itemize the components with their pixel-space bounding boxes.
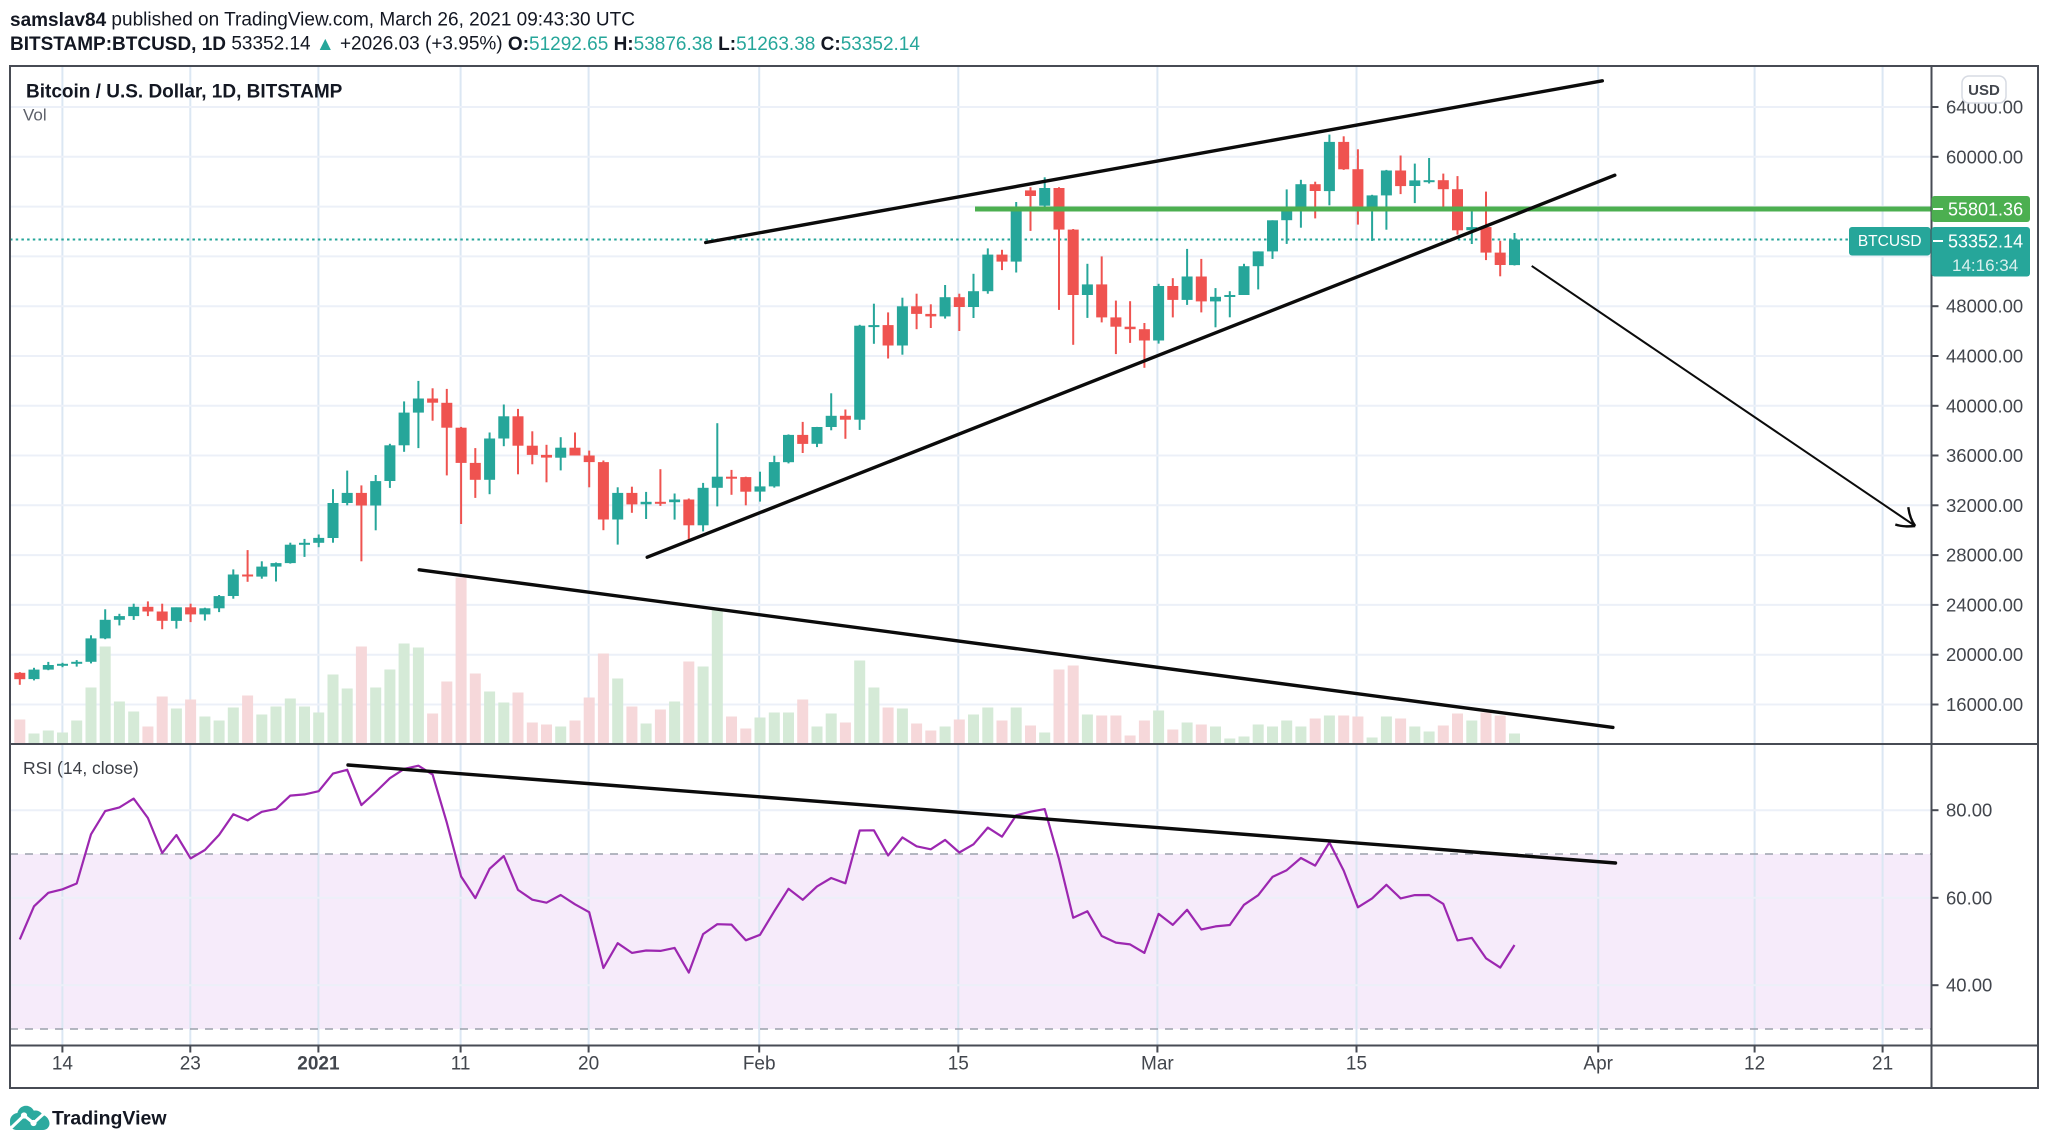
svg-text:48000.00: 48000.00 — [1946, 296, 2023, 317]
svg-text:USD: USD — [1968, 82, 2000, 99]
svg-text:15: 15 — [1346, 1054, 1367, 1075]
svg-text:60.00: 60.00 — [1946, 887, 1992, 908]
svg-text:28000.00: 28000.00 — [1946, 545, 2023, 566]
svg-text:TradingView: TradingView — [52, 1108, 167, 1130]
svg-text:20: 20 — [578, 1054, 599, 1075]
svg-text:RSI (14, close): RSI (14, close) — [23, 758, 139, 778]
svg-text:12: 12 — [1744, 1054, 1765, 1075]
svg-text:14: 14 — [52, 1054, 74, 1075]
svg-text:36000.00: 36000.00 — [1946, 445, 2023, 466]
svg-text:BTCUSD: BTCUSD — [1858, 233, 1922, 250]
svg-text:55801.36: 55801.36 — [1948, 200, 2023, 220]
svg-text:44000.00: 44000.00 — [1946, 346, 2023, 367]
svg-text:Mar: Mar — [1141, 1054, 1174, 1075]
svg-text:2021: 2021 — [297, 1054, 340, 1075]
svg-text:16000.00: 16000.00 — [1946, 694, 2023, 715]
svg-text:24000.00: 24000.00 — [1946, 594, 2023, 615]
svg-text:samslav84 published on Trading: samslav84 published on TradingView.com, … — [10, 10, 635, 31]
svg-text:80.00: 80.00 — [1946, 800, 1992, 821]
svg-text:15: 15 — [948, 1054, 969, 1075]
svg-text:32000.00: 32000.00 — [1946, 495, 2023, 516]
svg-text:40000.00: 40000.00 — [1946, 395, 2023, 416]
svg-text:BITSTAMP:BTCUSD, 1D 53352.14 ▲: BITSTAMP:BTCUSD, 1D 53352.14 ▲ +2026.03 … — [10, 34, 920, 55]
svg-text:Bitcoin / U.S. Dollar, 1D, BIT: Bitcoin / U.S. Dollar, 1D, BITSTAMP — [26, 82, 343, 103]
svg-text:20000.00: 20000.00 — [1946, 644, 2023, 665]
svg-text:Vol: Vol — [23, 106, 47, 125]
svg-text:23: 23 — [180, 1054, 201, 1075]
svg-text:Feb: Feb — [743, 1054, 776, 1075]
svg-text:11: 11 — [451, 1054, 471, 1075]
svg-text:21: 21 — [1872, 1054, 1893, 1075]
svg-text:14:16:34: 14:16:34 — [1952, 256, 2018, 275]
svg-text:53352.14: 53352.14 — [1948, 232, 2023, 252]
svg-text:Apr: Apr — [1583, 1054, 1613, 1075]
svg-text:40.00: 40.00 — [1946, 975, 1992, 996]
svg-text:60000.00: 60000.00 — [1946, 146, 2023, 167]
